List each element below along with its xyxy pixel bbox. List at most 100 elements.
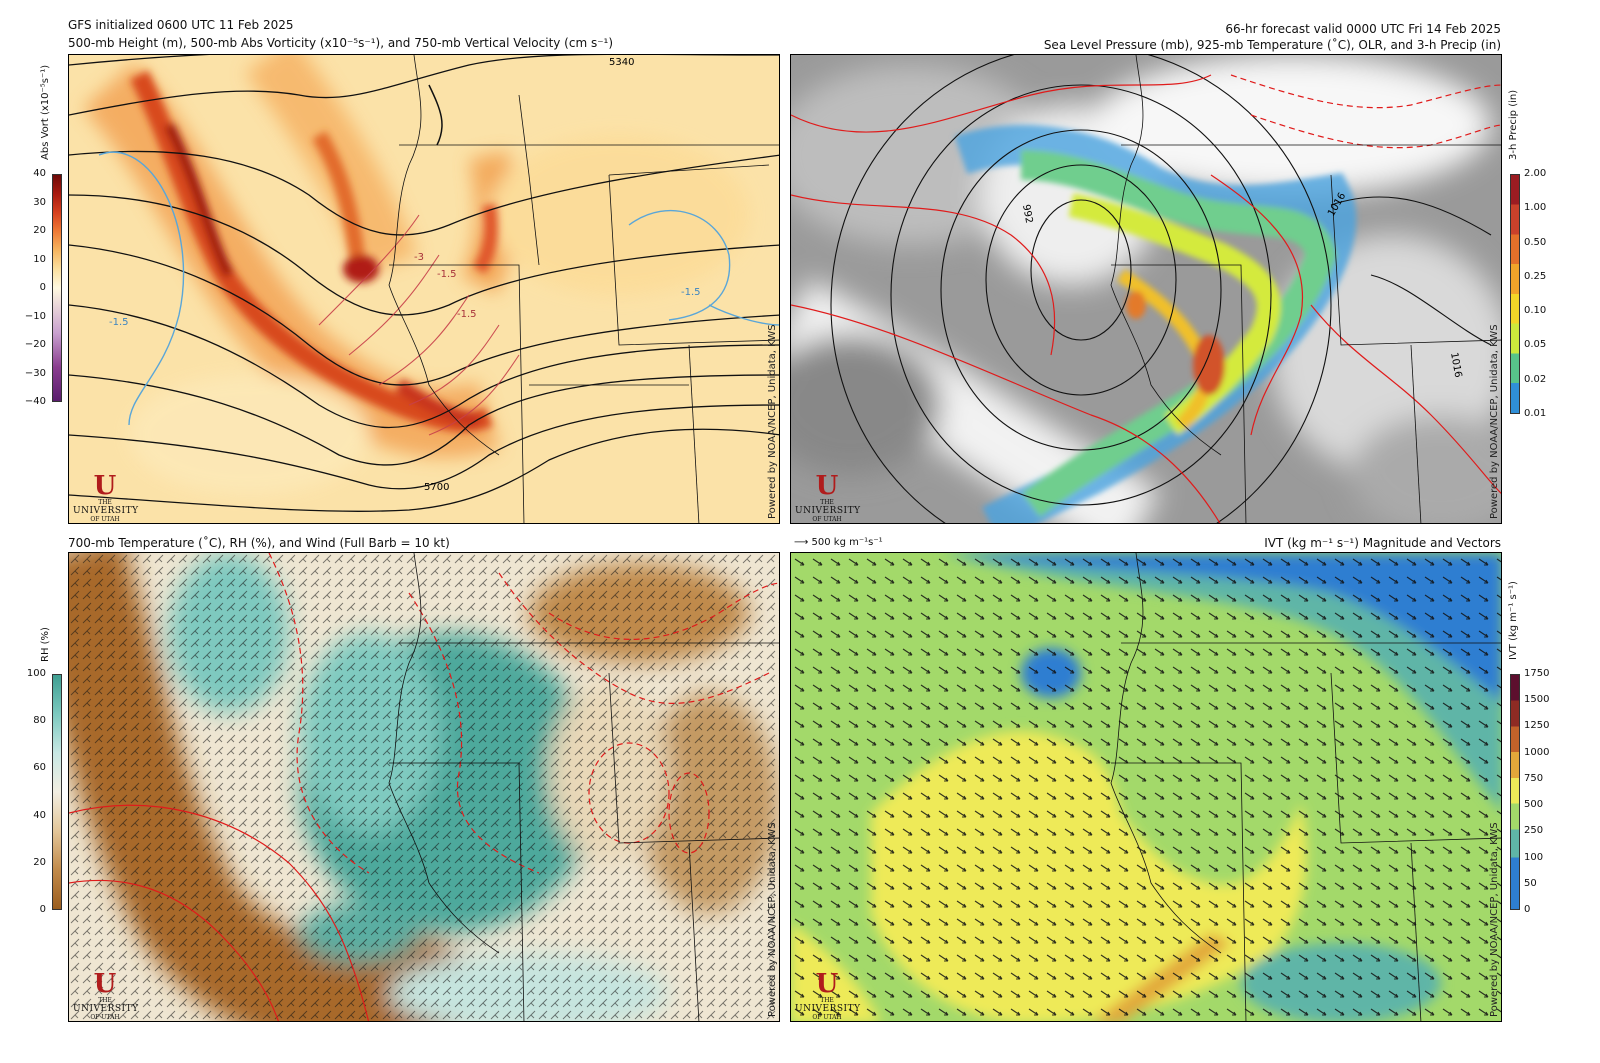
data-credit: Powered by NOAA/NCEP, Unidata, KWS: [767, 822, 778, 1017]
contour-label-vv-5: -1.5: [681, 287, 701, 298]
logo-line3: OF UTAH: [90, 516, 120, 523]
logo-line1: THE: [820, 997, 834, 1004]
slp-precip-map-panel: 992 1016 1016 U THE UNIVERSITY OF UTAH P…: [790, 54, 1502, 524]
vertical-velocity-contours: [318, 214, 520, 436]
logo-line2: UNIVERSITY: [73, 506, 139, 516]
logo-mark: U: [93, 969, 117, 999]
logo-line3: OF UTAH: [812, 516, 842, 523]
slp-precip-map: 992 1016 1016: [791, 55, 1501, 523]
logo-line1: THE: [98, 997, 112, 1004]
ivt-tick: 1250: [1524, 720, 1550, 732]
rh-tick: 100: [26, 668, 46, 679]
logo-line2: UNIVERSITY: [795, 1004, 861, 1014]
state-borders: [388, 55, 779, 523]
ivt-tick: 1500: [1524, 694, 1550, 706]
sinking-motion-contours: [98, 151, 779, 426]
ivt-tick: 250: [1524, 825, 1544, 837]
rh-tick: 0: [39, 904, 46, 915]
logo-line3: OF UTAH: [90, 1014, 120, 1021]
rh-wind-map: [69, 553, 779, 1021]
data-credit: Powered by NOAA/NCEP, Unidata, KWS: [1489, 324, 1500, 519]
precip-tick: 0.50: [1524, 236, 1547, 248]
rh-tick: 80: [33, 715, 46, 727]
university-logo: U THE UNIVERSITY OF UTAH: [73, 471, 139, 523]
vorticity-map: 5340 5700 -3 -1.5 -1.5 -1.5 -1.5: [69, 55, 779, 523]
state-borders: [388, 553, 779, 1021]
precip-tick: 0.25: [1524, 270, 1547, 282]
vorticity-tick: 40: [33, 168, 46, 179]
slp-label-992: 992: [1020, 204, 1034, 225]
precip-tick: 0.01: [1524, 408, 1547, 419]
rh-tick: 40: [33, 809, 46, 821]
temperature-contours: [791, 74, 1501, 523]
vorticity-map-panel: 5340 5700 -3 -1.5 -1.5 -1.5 -1.5 U THE U…: [68, 54, 780, 524]
rh-tick: 60: [33, 762, 46, 774]
vorticity-tick: −20: [24, 339, 46, 350]
ivt-colorbar: [1510, 674, 1520, 910]
contour-label-vv-2: -1.5: [437, 269, 457, 280]
bottom-right-panel-title: IVT (kg m⁻¹ s⁻¹) Magnitude and Vectors: [1264, 536, 1501, 550]
contour-label-vv-1: -3: [414, 252, 424, 263]
logo-line2: UNIVERSITY: [795, 506, 861, 516]
vorticity-colorbar: [52, 174, 62, 402]
ivt-tick: 750: [1524, 772, 1544, 784]
wind-barbs: [69, 553, 779, 1021]
logo-line2: UNIVERSITY: [73, 1004, 139, 1014]
top-left-panel-title: 500-mb Height (m), 500-mb Abs Vorticity …: [68, 36, 614, 50]
ivt-tick: 100: [1524, 851, 1544, 863]
ivt-tick: 500: [1524, 799, 1544, 811]
bottom-left-panel-title: 700-mb Temperature (˚C), RH (%), and Win…: [68, 536, 450, 550]
slp-label-1016-b: 1016: [1448, 352, 1463, 379]
contour-label-5700: 5700: [424, 482, 449, 493]
vorticity-colorbar-title: Abs Vort (x10⁻⁵s⁻¹): [40, 64, 51, 160]
vorticity-tick: −40: [24, 396, 46, 407]
rh-tick: 20: [33, 856, 46, 868]
reference-vector-arrow: ⟶: [794, 537, 809, 548]
precip-tick: 2.00: [1524, 168, 1547, 179]
state-borders: [1110, 553, 1501, 1021]
contour-label-5340: 5340: [609, 57, 634, 68]
precip-tick: 1.00: [1524, 202, 1547, 214]
ivt-colorbar-title: IVT (kg m⁻¹ s⁻¹): [1508, 581, 1519, 660]
precip-tick: 0.02: [1524, 373, 1547, 385]
vorticity-tick: 20: [33, 225, 46, 236]
precip-tick: 0.10: [1524, 305, 1547, 317]
logo-line1: THE: [98, 499, 112, 506]
logo-line1: THE: [820, 499, 834, 506]
vorticity-tick: 30: [33, 196, 46, 208]
ivt-tick: 0: [1524, 904, 1531, 915]
ivt-tick: 50: [1524, 877, 1537, 889]
init-time-label: GFS initialized 0600 UTC 11 Feb 2025: [68, 18, 294, 32]
rh-colorbar-title: RH (%): [40, 627, 51, 662]
data-credit: Powered by NOAA/NCEP, Unidata, KWS: [1489, 822, 1500, 1017]
ivt-tick: 1000: [1524, 746, 1550, 758]
height-contours: [69, 55, 779, 512]
vorticity-tick: 10: [33, 253, 46, 265]
rh-wind-map-panel: U THE UNIVERSITY OF UTAH Powered by NOAA…: [68, 552, 780, 1022]
ivt-tick: 1750: [1524, 668, 1550, 679]
ivt-map-panel: U THE UNIVERSITY OF UTAH Powered by NOAA…: [790, 552, 1502, 1022]
university-logo: U THE UNIVERSITY OF UTAH: [795, 969, 861, 1021]
contour-label-vv-3: -1.5: [457, 309, 477, 320]
contour-label-vv-4: -1.5: [109, 317, 129, 328]
logo-mark: U: [93, 471, 117, 501]
top-right-panel-title: Sea Level Pressure (mb), 925-mb Temperat…: [1043, 38, 1501, 52]
data-credit: Powered by NOAA/NCEP, Unidata, KWS: [767, 324, 778, 519]
vorticity-tick: −10: [24, 310, 46, 322]
rh-colorbar: [52, 674, 62, 910]
reference-vector-label: 500 kg m⁻¹s⁻¹: [811, 537, 883, 548]
logo-mark: U: [815, 969, 839, 999]
logo-mark: U: [815, 471, 839, 501]
vorticity-tick: −30: [24, 367, 46, 379]
ivt-vectors: [791, 553, 1501, 1021]
ivt-map: [791, 553, 1501, 1021]
sea-level-pressure-contours: [830, 55, 1492, 523]
state-borders: [1110, 55, 1501, 523]
reference-vector: ⟶ 500 kg m⁻¹s⁻¹: [794, 536, 883, 550]
vorticity-tick: 0: [39, 282, 46, 293]
precip-colorbar-title: 3-h Precip (in): [1508, 89, 1519, 160]
valid-time-label: 66-hr forecast valid 0000 UTC Fri 14 Feb…: [1225, 22, 1501, 36]
university-logo: U THE UNIVERSITY OF UTAH: [73, 969, 139, 1021]
precip-colorbar: [1510, 174, 1520, 414]
logo-line3: OF UTAH: [812, 1014, 842, 1021]
